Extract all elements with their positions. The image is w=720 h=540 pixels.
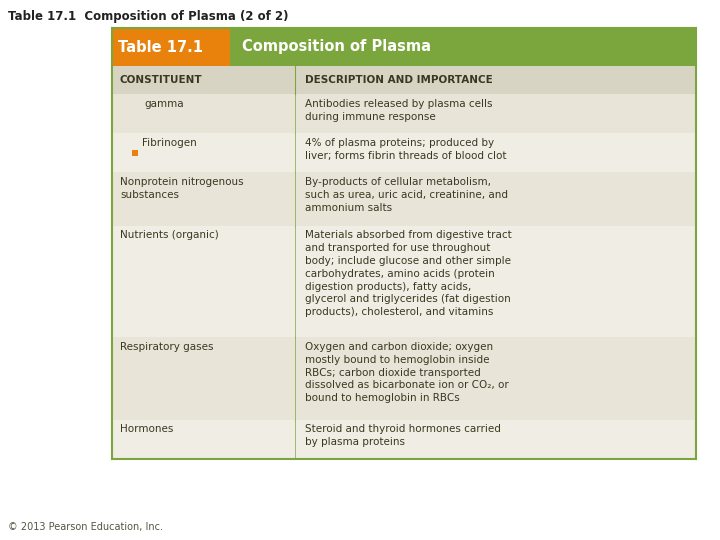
Text: Nonprotein nitrogenous
substances: Nonprotein nitrogenous substances — [120, 177, 243, 200]
Text: Oxygen and carbon dioxide; oxygen
mostly bound to hemoglobin inside
RBCs; carbon: Oxygen and carbon dioxide; oxygen mostly… — [305, 342, 509, 403]
Bar — [112, 172, 696, 226]
Text: Antibodies released by plasma cells
during immune response: Antibodies released by plasma cells duri… — [305, 99, 492, 122]
Text: Composition of Plasma: Composition of Plasma — [242, 39, 431, 55]
Bar — [112, 226, 696, 337]
Bar — [132, 150, 138, 156]
Text: gamma: gamma — [144, 99, 184, 109]
Text: Steroid and thyroid hormones carried
by plasma proteins: Steroid and thyroid hormones carried by … — [305, 424, 501, 447]
Text: Table 17.1: Table 17.1 — [118, 39, 203, 55]
Text: Hormones: Hormones — [120, 424, 174, 435]
Text: Nutrients (organic): Nutrients (organic) — [120, 231, 219, 240]
Text: DESCRIPTION AND IMPORTANCE: DESCRIPTION AND IMPORTANCE — [305, 75, 492, 85]
Text: 4% of plasma proteins; produced by
liver; forms fibrin threads of blood clot: 4% of plasma proteins; produced by liver… — [305, 138, 506, 161]
Text: Fibrinogen: Fibrinogen — [142, 138, 197, 148]
Text: Materials absorbed from digestive tract
and transported for use throughout
body;: Materials absorbed from digestive tract … — [305, 231, 512, 318]
Bar — [112, 28, 230, 66]
Text: Respiratory gases: Respiratory gases — [120, 342, 214, 352]
Bar — [112, 28, 696, 66]
Bar — [112, 337, 696, 420]
Text: Table 17.1  Composition of Plasma (2 of 2): Table 17.1 Composition of Plasma (2 of 2… — [8, 10, 289, 23]
Text: © 2013 Pearson Education, Inc.: © 2013 Pearson Education, Inc. — [8, 522, 163, 532]
Bar — [112, 66, 696, 94]
Text: CONSTITUENT: CONSTITUENT — [120, 75, 202, 85]
Bar — [112, 420, 696, 458]
Text: By-products of cellular metabolism,
such as urea, uric acid, creatinine, and
amm: By-products of cellular metabolism, such… — [305, 177, 508, 213]
Bar — [112, 94, 696, 133]
Bar — [112, 133, 696, 172]
